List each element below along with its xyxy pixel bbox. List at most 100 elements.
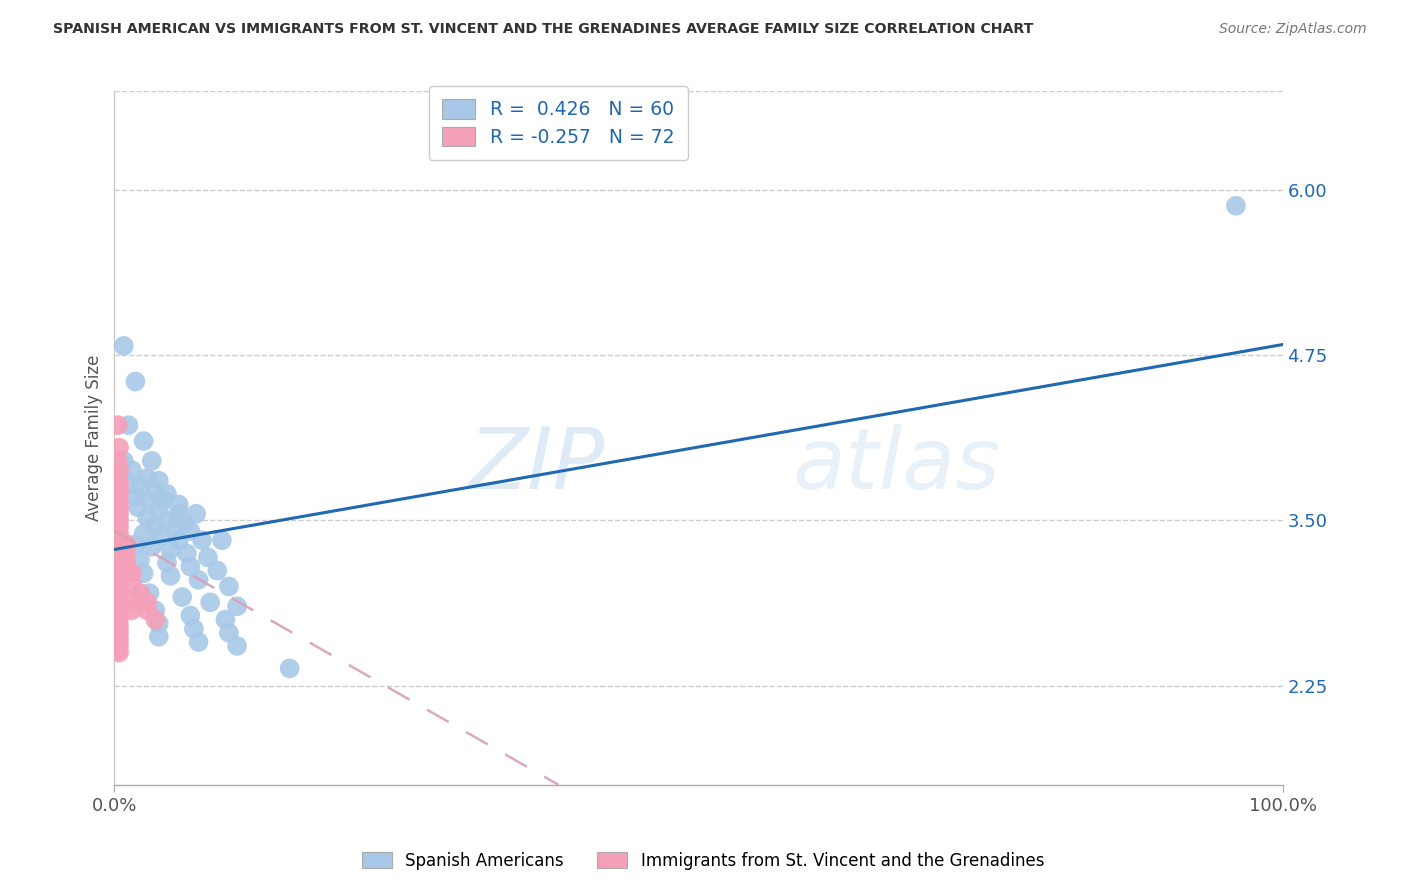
Point (108, 463, 131, 477)
Point (132, 566, 155, 581)
Point (108, 476, 131, 491)
Point (205, 564, 228, 578)
Point (136, 510, 159, 524)
Point (115, 537, 138, 551)
Point (141, 540, 163, 554)
Point (107, 471, 129, 485)
Point (278, 661, 301, 675)
Point (107, 556, 129, 570)
Point (107, 454, 129, 468)
Text: ZIP: ZIP (468, 424, 605, 507)
Point (152, 493, 174, 508)
Point (1225, 199, 1247, 213)
Point (112, 454, 135, 468)
Point (173, 516, 195, 530)
Point (112, 566, 135, 581)
Point (121, 463, 143, 477)
Point (172, 590, 194, 604)
Point (108, 553, 131, 567)
Point (187, 573, 209, 587)
Point (129, 586, 152, 600)
Point (200, 595, 222, 609)
Point (107, 550, 129, 565)
Point (107, 635, 129, 649)
Point (167, 507, 190, 521)
Point (112, 556, 135, 570)
Point (108, 493, 131, 508)
Point (136, 603, 159, 617)
Point (107, 498, 129, 512)
Point (107, 510, 129, 524)
Point (129, 480, 152, 494)
Point (187, 635, 209, 649)
Point (108, 579, 131, 593)
Point (127, 500, 149, 515)
Point (156, 487, 179, 501)
Point (121, 566, 143, 581)
Point (108, 586, 131, 600)
Point (179, 524, 201, 538)
Point (138, 493, 160, 508)
Point (197, 550, 219, 565)
Point (108, 639, 131, 653)
Point (124, 490, 146, 504)
Point (108, 484, 131, 499)
Point (108, 606, 131, 620)
Point (218, 625, 240, 640)
Point (112, 546, 135, 560)
Point (167, 498, 190, 512)
Legend: Spanish Americans, Immigrants from St. Vincent and the Grenadines: Spanish Americans, Immigrants from St. V… (356, 846, 1050, 877)
Point (143, 613, 166, 627)
Point (121, 603, 143, 617)
Point (214, 613, 236, 627)
Point (107, 503, 129, 517)
Point (156, 513, 179, 527)
Point (108, 507, 131, 521)
Point (108, 632, 131, 647)
Point (226, 599, 249, 614)
Point (186, 507, 208, 521)
Point (107, 480, 129, 494)
Point (107, 603, 129, 617)
Point (117, 418, 139, 433)
Point (112, 339, 135, 353)
Point (156, 556, 179, 570)
Point (108, 619, 131, 633)
Point (159, 542, 181, 557)
Point (124, 375, 146, 389)
Point (108, 546, 131, 560)
Point (108, 500, 131, 515)
Point (143, 484, 166, 499)
Point (112, 537, 135, 551)
Point (107, 516, 129, 530)
Point (107, 608, 129, 623)
Point (108, 540, 131, 554)
Point (107, 616, 129, 631)
Point (108, 559, 131, 574)
Point (107, 542, 129, 557)
Point (108, 526, 131, 541)
Point (108, 566, 131, 581)
Point (167, 533, 190, 548)
Point (107, 643, 129, 657)
Point (107, 595, 129, 609)
Point (124, 537, 146, 551)
Point (108, 533, 131, 548)
Text: atlas: atlas (792, 424, 1000, 507)
Point (107, 577, 129, 591)
Point (108, 441, 131, 455)
Y-axis label: Average Family Size: Average Family Size (86, 354, 103, 521)
Point (143, 603, 166, 617)
Point (107, 537, 129, 551)
Point (107, 630, 129, 644)
Point (150, 529, 173, 543)
Text: Source: ZipAtlas.com: Source: ZipAtlas.com (1219, 22, 1367, 37)
Point (115, 566, 138, 581)
Point (108, 573, 131, 587)
Point (183, 622, 205, 636)
Point (136, 471, 159, 485)
Point (129, 553, 152, 567)
Point (107, 590, 129, 604)
Point (165, 523, 187, 537)
Point (138, 586, 160, 600)
